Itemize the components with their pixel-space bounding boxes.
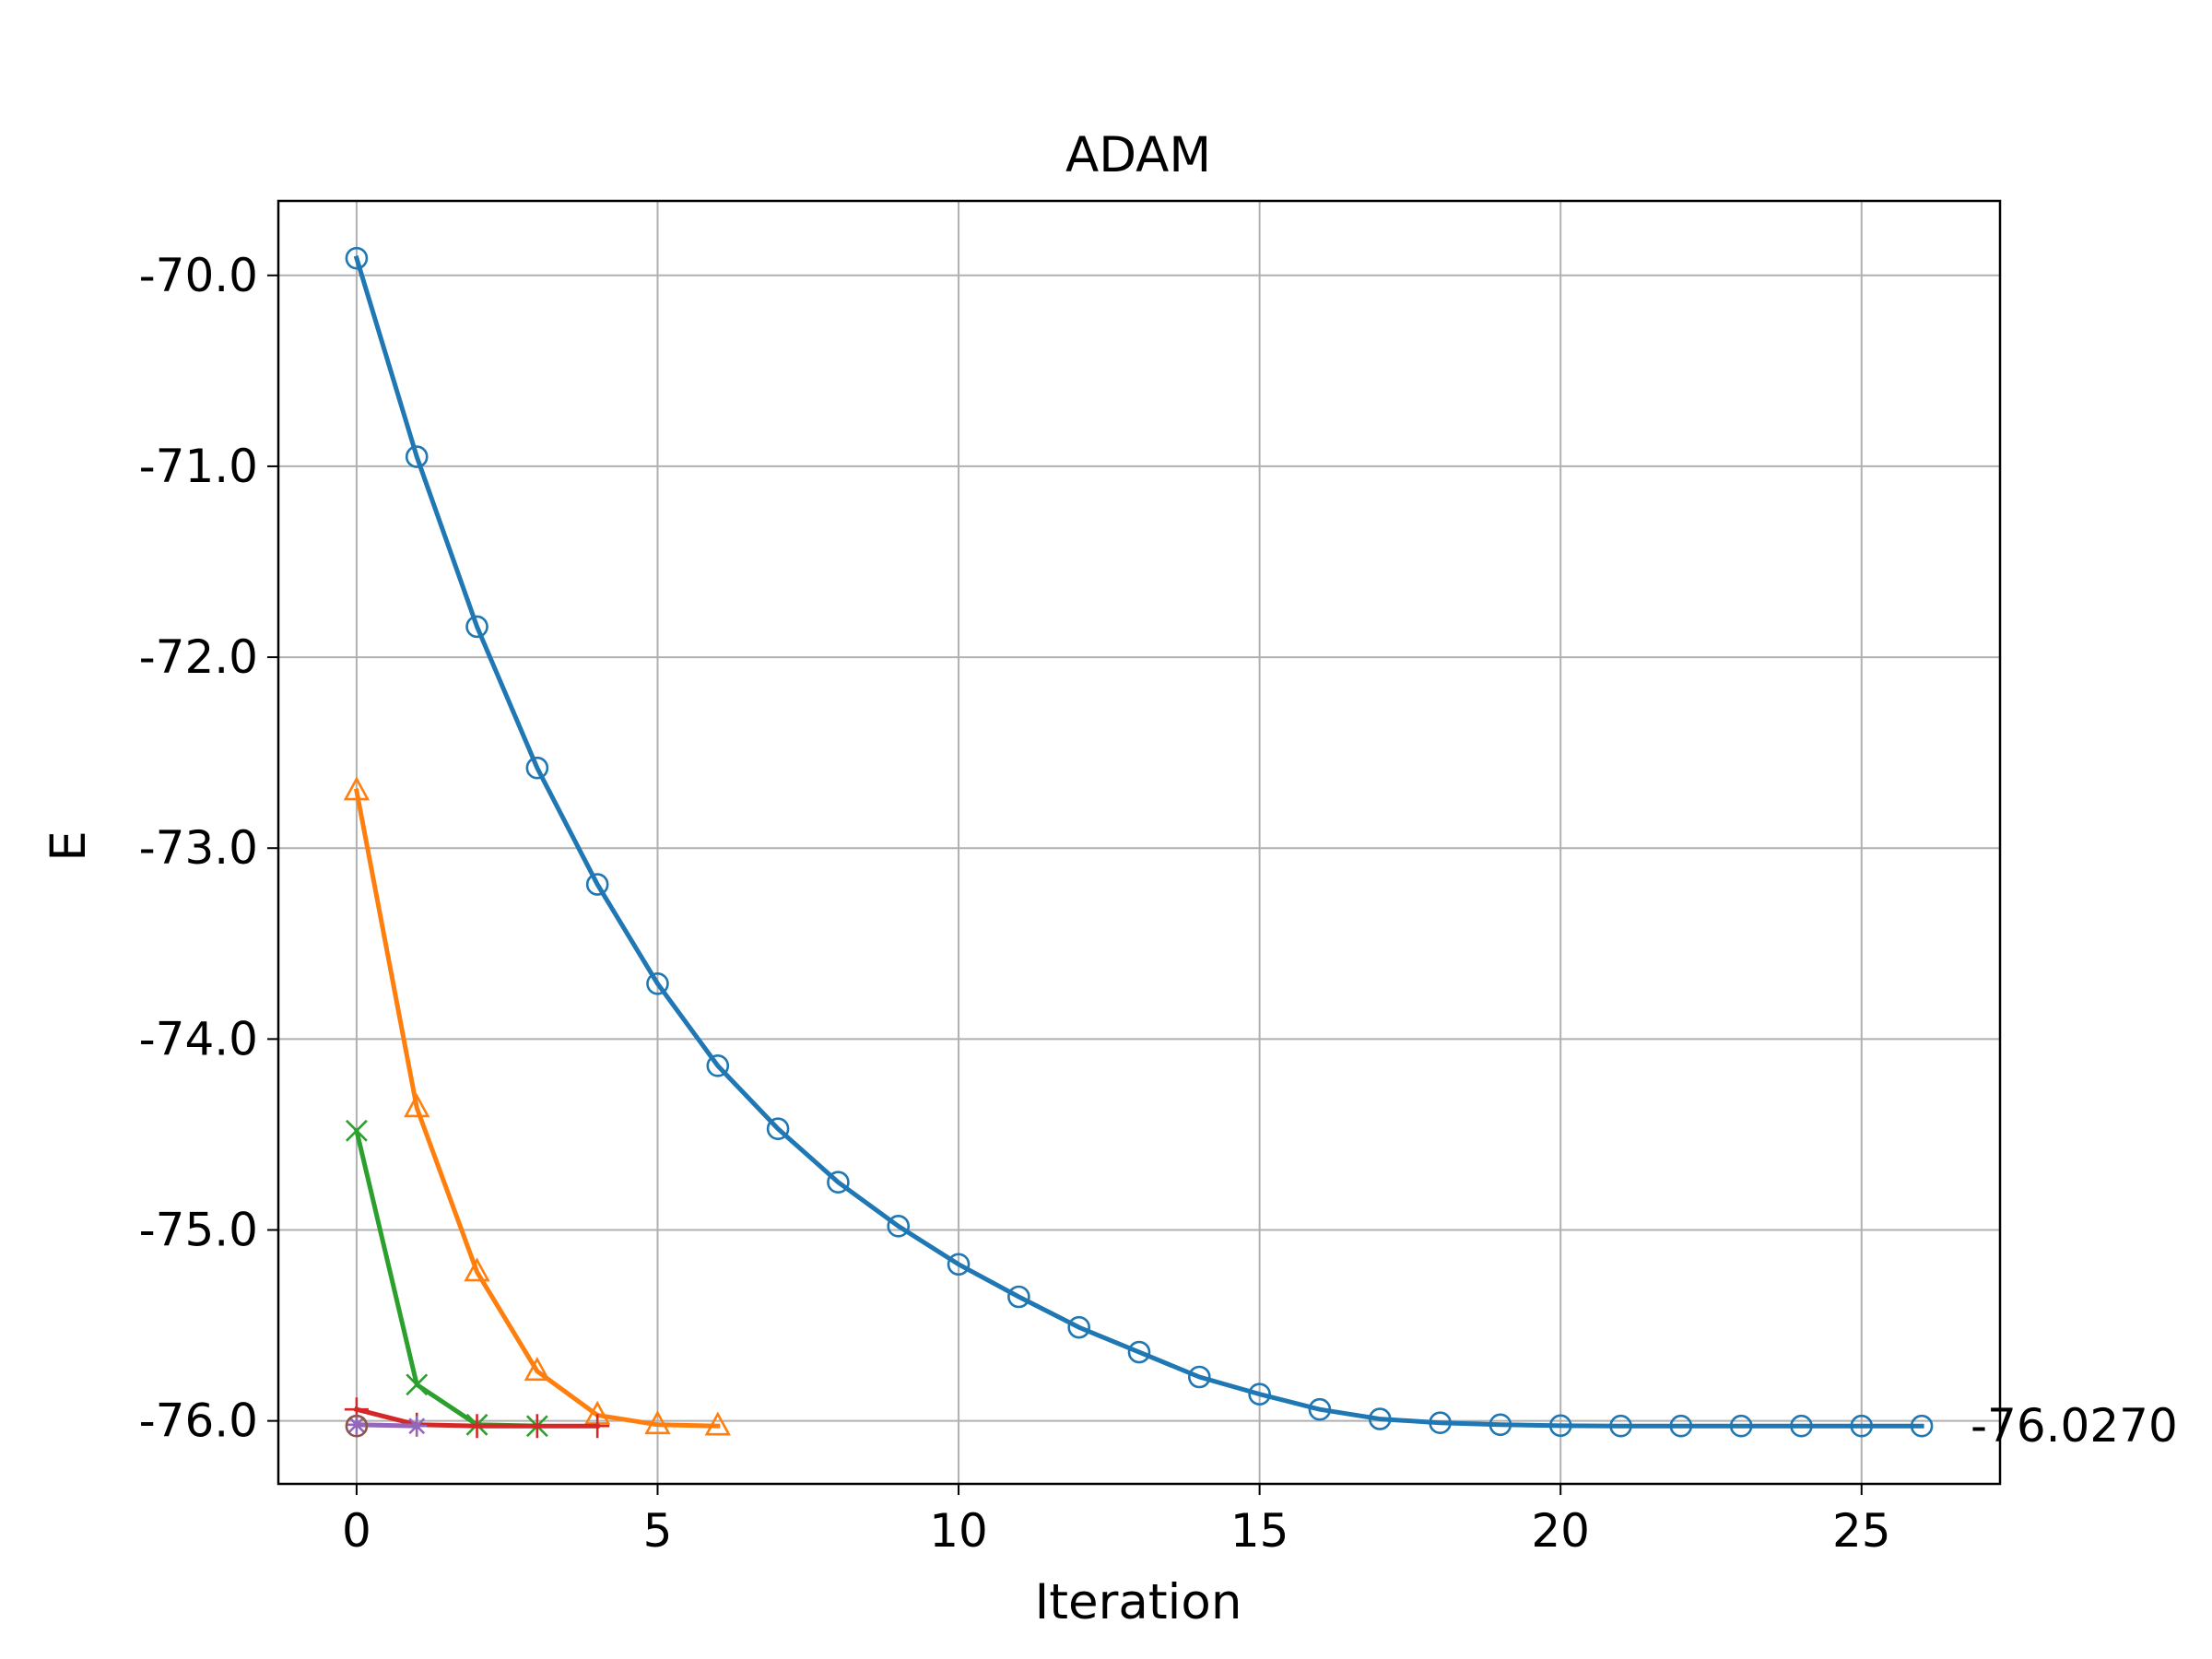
data-point <box>404 1093 430 1118</box>
grid <box>278 201 2000 1484</box>
y-axis-label: E <box>41 830 97 862</box>
data-point <box>585 873 609 896</box>
series-0 <box>345 246 1934 1438</box>
data-point <box>1007 1285 1030 1309</box>
y-tick-label: -71.0 <box>139 440 258 493</box>
plot-frame <box>276 199 2002 1486</box>
data-point <box>706 1054 730 1077</box>
x-tick-label: 10 <box>929 1504 988 1558</box>
series-line <box>353 788 721 1429</box>
data-point <box>947 1253 971 1277</box>
x-axis-label: Iteration <box>1035 1574 1242 1630</box>
data-point <box>1308 1397 1332 1421</box>
data-point <box>644 1410 671 1435</box>
data-point <box>406 1373 429 1396</box>
x-tick-label: 25 <box>1832 1504 1891 1558</box>
series-5 <box>345 1414 369 1438</box>
data-point <box>1188 1365 1211 1389</box>
data-point <box>1429 1411 1452 1435</box>
y-tick-label: -76.0 <box>139 1394 258 1448</box>
data-point <box>1669 1414 1693 1438</box>
data-point <box>646 971 669 995</box>
data-point <box>525 756 549 780</box>
series-line <box>353 255 1924 1429</box>
data-point <box>346 1414 367 1435</box>
data-point <box>465 1414 489 1439</box>
data-point <box>827 1171 850 1194</box>
data-point <box>704 1411 731 1436</box>
data-point <box>405 445 429 468</box>
data-point <box>1790 1414 1813 1438</box>
x-tick-label: 15 <box>1230 1504 1289 1558</box>
data-point <box>465 615 488 639</box>
data-point <box>406 1416 428 1437</box>
data-point <box>1548 1414 1572 1438</box>
data-point <box>1248 1382 1271 1406</box>
data-point <box>1127 1340 1151 1364</box>
y-tick-label: -74.0 <box>139 1012 258 1065</box>
data-point <box>1729 1414 1753 1438</box>
data-point <box>343 776 371 801</box>
data-point <box>1910 1414 1934 1438</box>
data-point <box>345 1414 369 1438</box>
data-point <box>345 246 369 270</box>
data-point <box>1609 1414 1632 1438</box>
data-point <box>1850 1414 1874 1438</box>
series-layer <box>343 246 1934 1439</box>
chart-title: ADAM <box>1065 127 1211 183</box>
ticks: 0 5 10 15 20 25 -70.0 -71.0 -72.0 -73.0 -74.0 -75.0… <box>139 249 1891 1558</box>
y-tick-label: -72.0 <box>139 630 258 684</box>
data-point <box>585 1414 610 1439</box>
data-point <box>766 1117 790 1141</box>
x-tick-label: 0 <box>342 1504 371 1558</box>
data-point <box>524 1357 551 1382</box>
data-point <box>1488 1413 1512 1437</box>
data-point <box>1368 1407 1392 1430</box>
x-tick-label: 5 <box>643 1504 673 1558</box>
data-point <box>524 1414 549 1439</box>
y-tick-label: -73.0 <box>139 821 258 875</box>
data-point <box>464 1257 490 1282</box>
final-energy-annotation: -76.0270 <box>1971 1399 2178 1453</box>
y-tick-label: -70.0 <box>139 249 258 302</box>
data-point <box>345 1119 368 1142</box>
y-tick-label: -75.0 <box>139 1204 258 1257</box>
x-tick-label: 20 <box>1531 1504 1590 1558</box>
data-point <box>887 1215 911 1238</box>
data-point <box>1067 1315 1090 1339</box>
